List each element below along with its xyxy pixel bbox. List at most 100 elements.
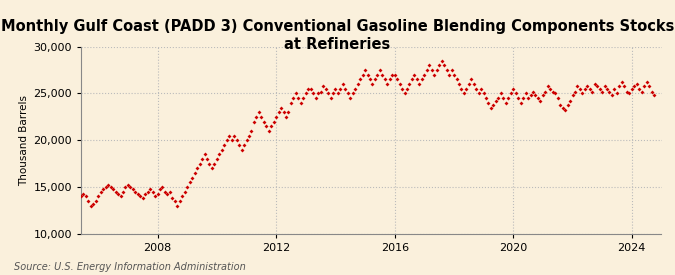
Point — [199, 152, 210, 156]
Point — [500, 101, 511, 105]
Point — [394, 82, 405, 86]
Point — [372, 73, 383, 77]
Point — [248, 119, 259, 124]
Point — [601, 87, 612, 91]
Point — [98, 187, 109, 191]
Point — [612, 91, 622, 96]
Point — [375, 68, 385, 72]
Point — [367, 82, 378, 86]
Point — [147, 189, 158, 194]
Point — [256, 115, 267, 119]
Point — [355, 77, 366, 82]
Point — [406, 77, 417, 82]
Point — [101, 185, 111, 189]
Point — [402, 87, 412, 91]
Point — [327, 91, 338, 96]
Point — [473, 91, 484, 96]
Point — [542, 84, 553, 88]
Point — [567, 93, 578, 98]
Point — [433, 63, 444, 68]
Point — [458, 91, 469, 96]
Point — [169, 199, 180, 203]
Point — [589, 82, 600, 86]
Point — [513, 96, 524, 100]
Point — [224, 133, 235, 138]
Point — [577, 91, 588, 96]
Point — [515, 101, 526, 105]
Point — [382, 82, 393, 86]
Point — [634, 87, 645, 91]
Point — [530, 93, 541, 98]
Point — [491, 99, 502, 103]
Point — [214, 152, 225, 156]
Point — [236, 147, 247, 152]
Point — [78, 192, 89, 197]
Point — [624, 91, 634, 96]
Point — [607, 93, 618, 98]
Point — [562, 103, 573, 107]
Point — [340, 87, 350, 91]
Point — [140, 192, 151, 197]
Point — [172, 204, 183, 208]
Point — [552, 96, 563, 100]
Point — [323, 91, 333, 96]
Point — [369, 77, 380, 82]
Point — [95, 189, 106, 194]
Point — [485, 105, 496, 110]
Point — [107, 187, 118, 191]
Point — [103, 183, 113, 187]
Point — [352, 82, 363, 86]
Point — [585, 87, 595, 91]
Point — [113, 192, 124, 197]
Point — [342, 91, 353, 96]
Point — [555, 103, 566, 107]
Point — [320, 87, 331, 91]
Point — [259, 119, 269, 124]
Point — [604, 89, 615, 94]
Text: Monthly Gulf Coast (PADD 3) Conventional Gasoline Blending Components Stocks at : Monthly Gulf Coast (PADD 3) Conventional… — [1, 19, 674, 52]
Point — [528, 89, 539, 94]
Point — [454, 82, 464, 86]
Point — [93, 194, 104, 199]
Point — [308, 91, 319, 96]
Point — [587, 89, 597, 94]
Point — [461, 87, 472, 91]
Point — [362, 73, 373, 77]
Point — [226, 138, 237, 142]
Point — [495, 91, 506, 96]
Point — [244, 133, 254, 138]
Point — [522, 96, 533, 100]
Point — [187, 175, 198, 180]
Point — [389, 73, 400, 77]
Point — [345, 96, 356, 100]
Point — [263, 129, 274, 133]
Point — [547, 89, 558, 94]
Point — [155, 187, 165, 191]
Point — [481, 96, 491, 100]
Point — [619, 84, 630, 88]
Point — [296, 101, 306, 105]
Point — [572, 84, 583, 88]
Point — [88, 202, 99, 206]
Point — [275, 105, 286, 110]
Point — [184, 180, 195, 185]
Point — [115, 194, 126, 199]
Point — [152, 192, 163, 197]
Point — [177, 194, 188, 199]
Point — [290, 91, 301, 96]
Point — [335, 87, 346, 91]
Point — [570, 89, 580, 94]
Point — [616, 80, 627, 84]
Point — [436, 59, 447, 63]
Point — [298, 96, 308, 100]
Point — [167, 196, 178, 200]
Text: Source: U.S. Energy Information Administration: Source: U.S. Energy Information Administ… — [14, 262, 245, 272]
Point — [330, 87, 341, 91]
Point — [293, 96, 304, 100]
Point — [123, 183, 134, 187]
Point — [384, 77, 395, 82]
Point — [409, 73, 420, 77]
Point — [174, 199, 185, 203]
Point — [592, 84, 603, 88]
Point — [300, 91, 311, 96]
